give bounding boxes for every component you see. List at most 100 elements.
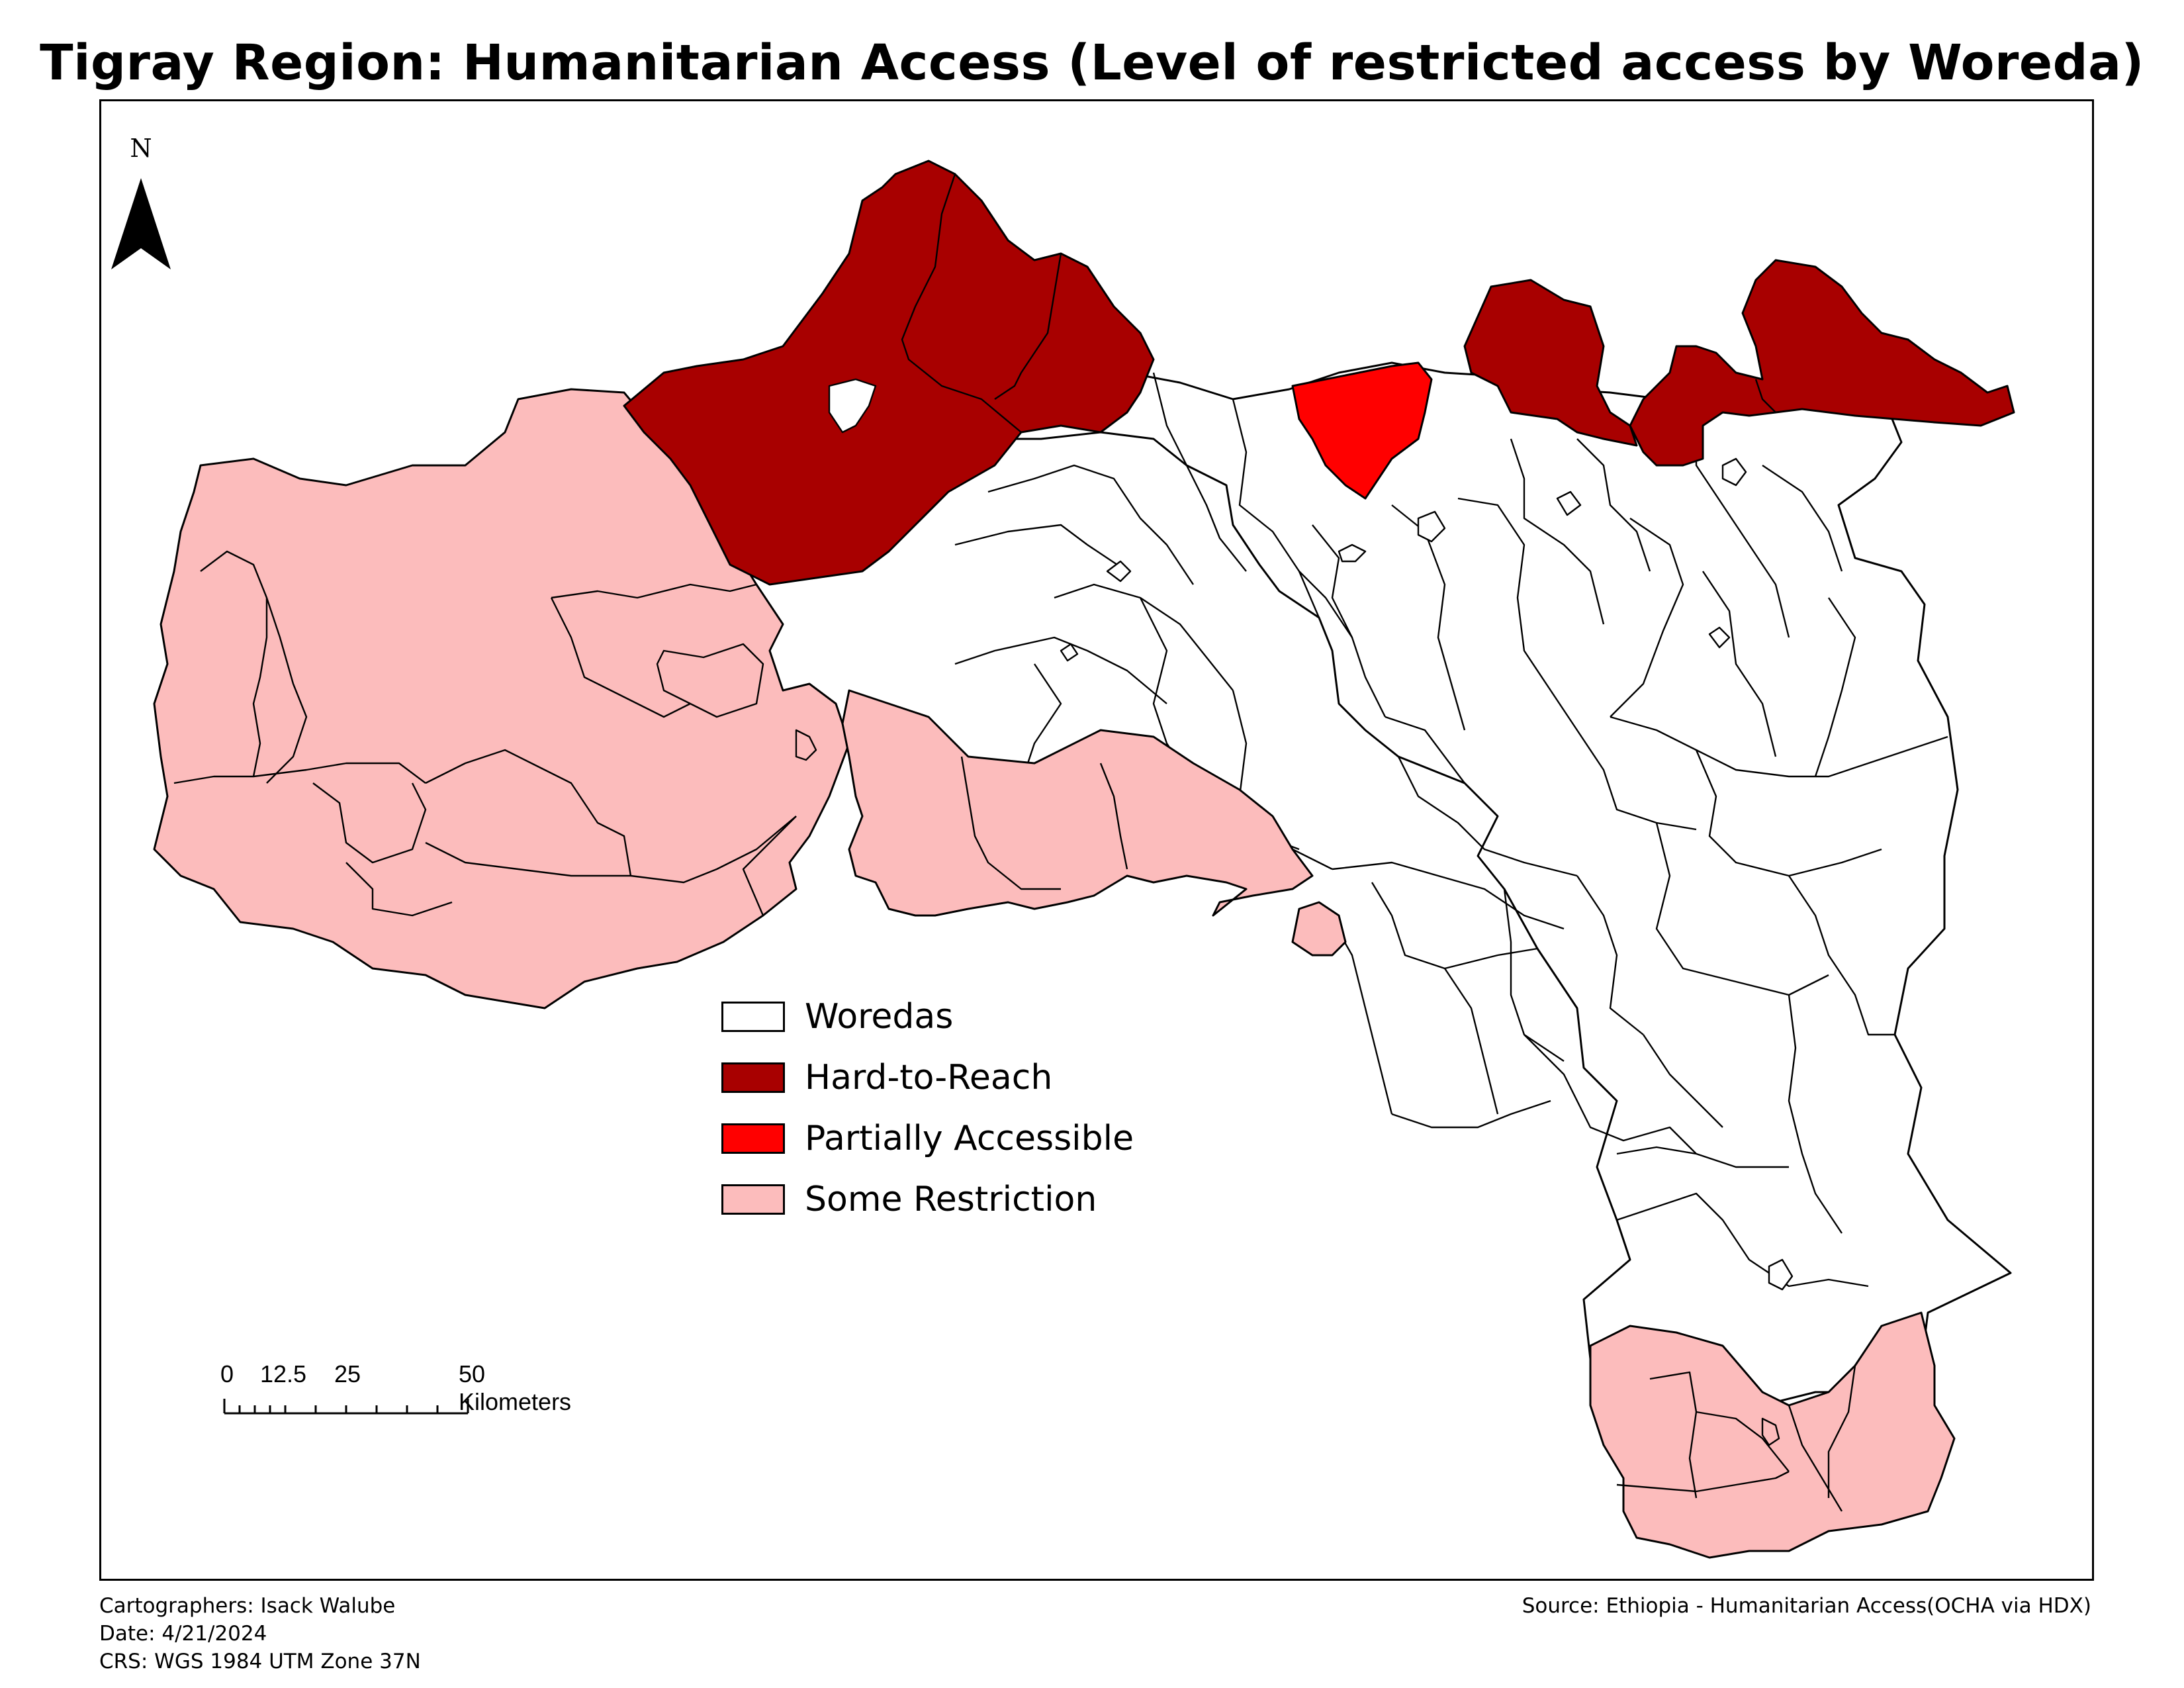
woreda-boundary	[425, 749, 632, 876]
credits: Cartographers: Isack Walube Date: 4/21/2…	[99, 1592, 421, 1675]
woreda-boundary	[550, 597, 691, 718]
woreda-boundary	[1788, 875, 1895, 1036]
woreda-boundary	[1695, 749, 1882, 877]
scale-bar-ruler	[223, 1399, 469, 1415]
woreda-boundary	[1397, 756, 1578, 877]
woreda-boundary	[1814, 597, 1856, 777]
legend-item-some-restriction: Some Restriction	[721, 1169, 1134, 1230]
legend-swatch	[721, 1184, 785, 1215]
north-arrow-icon	[111, 178, 171, 269]
woreda-boundary	[987, 464, 1194, 585]
woreda-island	[1768, 1258, 1794, 1291]
woreda-boundary	[312, 782, 427, 864]
woreda-boundary	[1457, 497, 1551, 691]
scale-label-50: 50 Kilometers	[459, 1360, 572, 1415]
woreda-boundary	[1099, 763, 1128, 870]
scale-label-25: 25	[334, 1360, 361, 1387]
woreda-boundary	[1232, 399, 1320, 618]
north-label: N	[130, 134, 152, 163]
scale-label-0: 0	[220, 1360, 234, 1387]
woreda-boundary	[954, 636, 1167, 704]
woreda-boundary	[1610, 518, 1684, 718]
woreda-boundary	[1576, 438, 1651, 572]
woreda-boundary	[1054, 583, 1234, 691]
legend-label: Hard-to-Reach	[805, 1058, 1053, 1098]
crs-text: CRS: WGS 1984 UTM Zone 37N	[99, 1650, 421, 1673]
woreda-boundary	[1788, 994, 1843, 1234]
woreda-boundary	[960, 756, 1061, 890]
woreda-boundary	[1643, 1034, 1723, 1128]
woreda-island	[1708, 626, 1731, 649]
legend: Woredas Hard-to-Reach Partially Accessib…	[721, 986, 1134, 1230]
woreda-boundary	[1754, 379, 1776, 413]
hard-to-reach-region	[1629, 259, 2015, 467]
woreda-boundary	[1385, 716, 1498, 817]
woreda-boundary	[1510, 438, 1605, 625]
woreda-island	[1417, 510, 1446, 543]
legend-label: Partially Accessible	[805, 1119, 1134, 1158]
woreda-boundary	[1761, 1417, 1780, 1446]
scale-bar: 0 12.5 25 50 Kilometers	[122, 1360, 571, 1427]
some-restriction-region	[153, 388, 850, 1009]
woreda-boundary	[173, 762, 426, 784]
legend-item-hard-to-reach: Hard-to-Reach	[721, 1047, 1134, 1108]
woreda-boundary	[1332, 861, 1565, 930]
woreda-boundary	[1298, 571, 1353, 638]
woreda-island	[1721, 457, 1747, 487]
woreda-boundary	[742, 816, 797, 916]
cartographers-text: Cartographers: Isack Walube	[99, 1594, 396, 1618]
woreda-boundary	[200, 550, 268, 777]
woreda-boundary	[345, 862, 453, 917]
legend-swatch	[721, 1002, 785, 1032]
hard-to-reach-hole	[828, 378, 877, 434]
woreda-boundary	[1524, 1034, 1789, 1168]
legend-label: Some Restriction	[805, 1180, 1097, 1219]
woreda-boundary	[1371, 882, 1538, 970]
some-restriction-region	[841, 689, 1314, 917]
legend-item-woredas: Woredas	[721, 986, 1134, 1047]
woreda-boundary	[994, 253, 1062, 400]
hard-to-reach-region	[623, 160, 1155, 586]
woreda-boundary	[1827, 1365, 1856, 1498]
woreda-boundary	[1616, 1146, 1697, 1155]
woreda-boundary	[1616, 1470, 1790, 1493]
legend-swatch	[721, 1062, 785, 1093]
woreda-island	[1060, 643, 1079, 662]
woreda-boundary	[551, 583, 757, 599]
woreda-boundary	[901, 173, 1022, 433]
legend-item-partially-accessible: Partially Accessible	[721, 1108, 1134, 1169]
map-title: Tigray Region: Humanitarian Access (Leve…	[40, 34, 2144, 91]
woreda-boundary	[656, 643, 764, 718]
legend-swatch	[721, 1123, 785, 1154]
woreda-island	[1106, 560, 1132, 583]
legend-label: Woredas	[805, 997, 954, 1037]
some-restriction-region	[1291, 901, 1347, 957]
woreda-boundary	[1696, 1411, 1790, 1472]
woreda-boundary	[1152, 372, 1247, 572]
region-map	[153, 160, 2015, 1559]
woreda-boundary	[265, 597, 308, 784]
woreda-island	[1556, 491, 1582, 516]
woreda-boundary	[425, 816, 797, 884]
date-text: Date: 4/21/2024	[99, 1622, 267, 1646]
north-arrow: N	[95, 68, 187, 306]
woreda-boundary	[1610, 716, 1948, 778]
woreda-boundary	[1391, 1100, 1551, 1129]
woreda-boundary	[1503, 888, 1565, 1062]
woreda-boundary	[1616, 1192, 1869, 1288]
woreda-boundary	[1762, 465, 1843, 572]
woreda-boundary	[1312, 524, 1387, 718]
map-frame	[99, 99, 2094, 1581]
source-credit: Source: Ethiopia - Humanitarian Access(O…	[1522, 1592, 2091, 1620]
woreda-boundary	[1576, 875, 1644, 1035]
woreda-island	[1338, 543, 1367, 563]
woreda-boundary	[1550, 690, 1697, 831]
source-text: Source: Ethiopia - Humanitarian Access(O…	[1522, 1594, 2091, 1618]
woreda-boundary	[1788, 1405, 1843, 1512]
woreda-boundary	[954, 524, 1128, 572]
woreda-boundary	[795, 729, 817, 761]
woreda-boundary	[1444, 968, 1499, 1115]
scale-label-12-5: 12.5	[260, 1360, 307, 1387]
partially-accessible-region	[1291, 361, 1433, 500]
woreda-boundary	[1702, 571, 1777, 757]
